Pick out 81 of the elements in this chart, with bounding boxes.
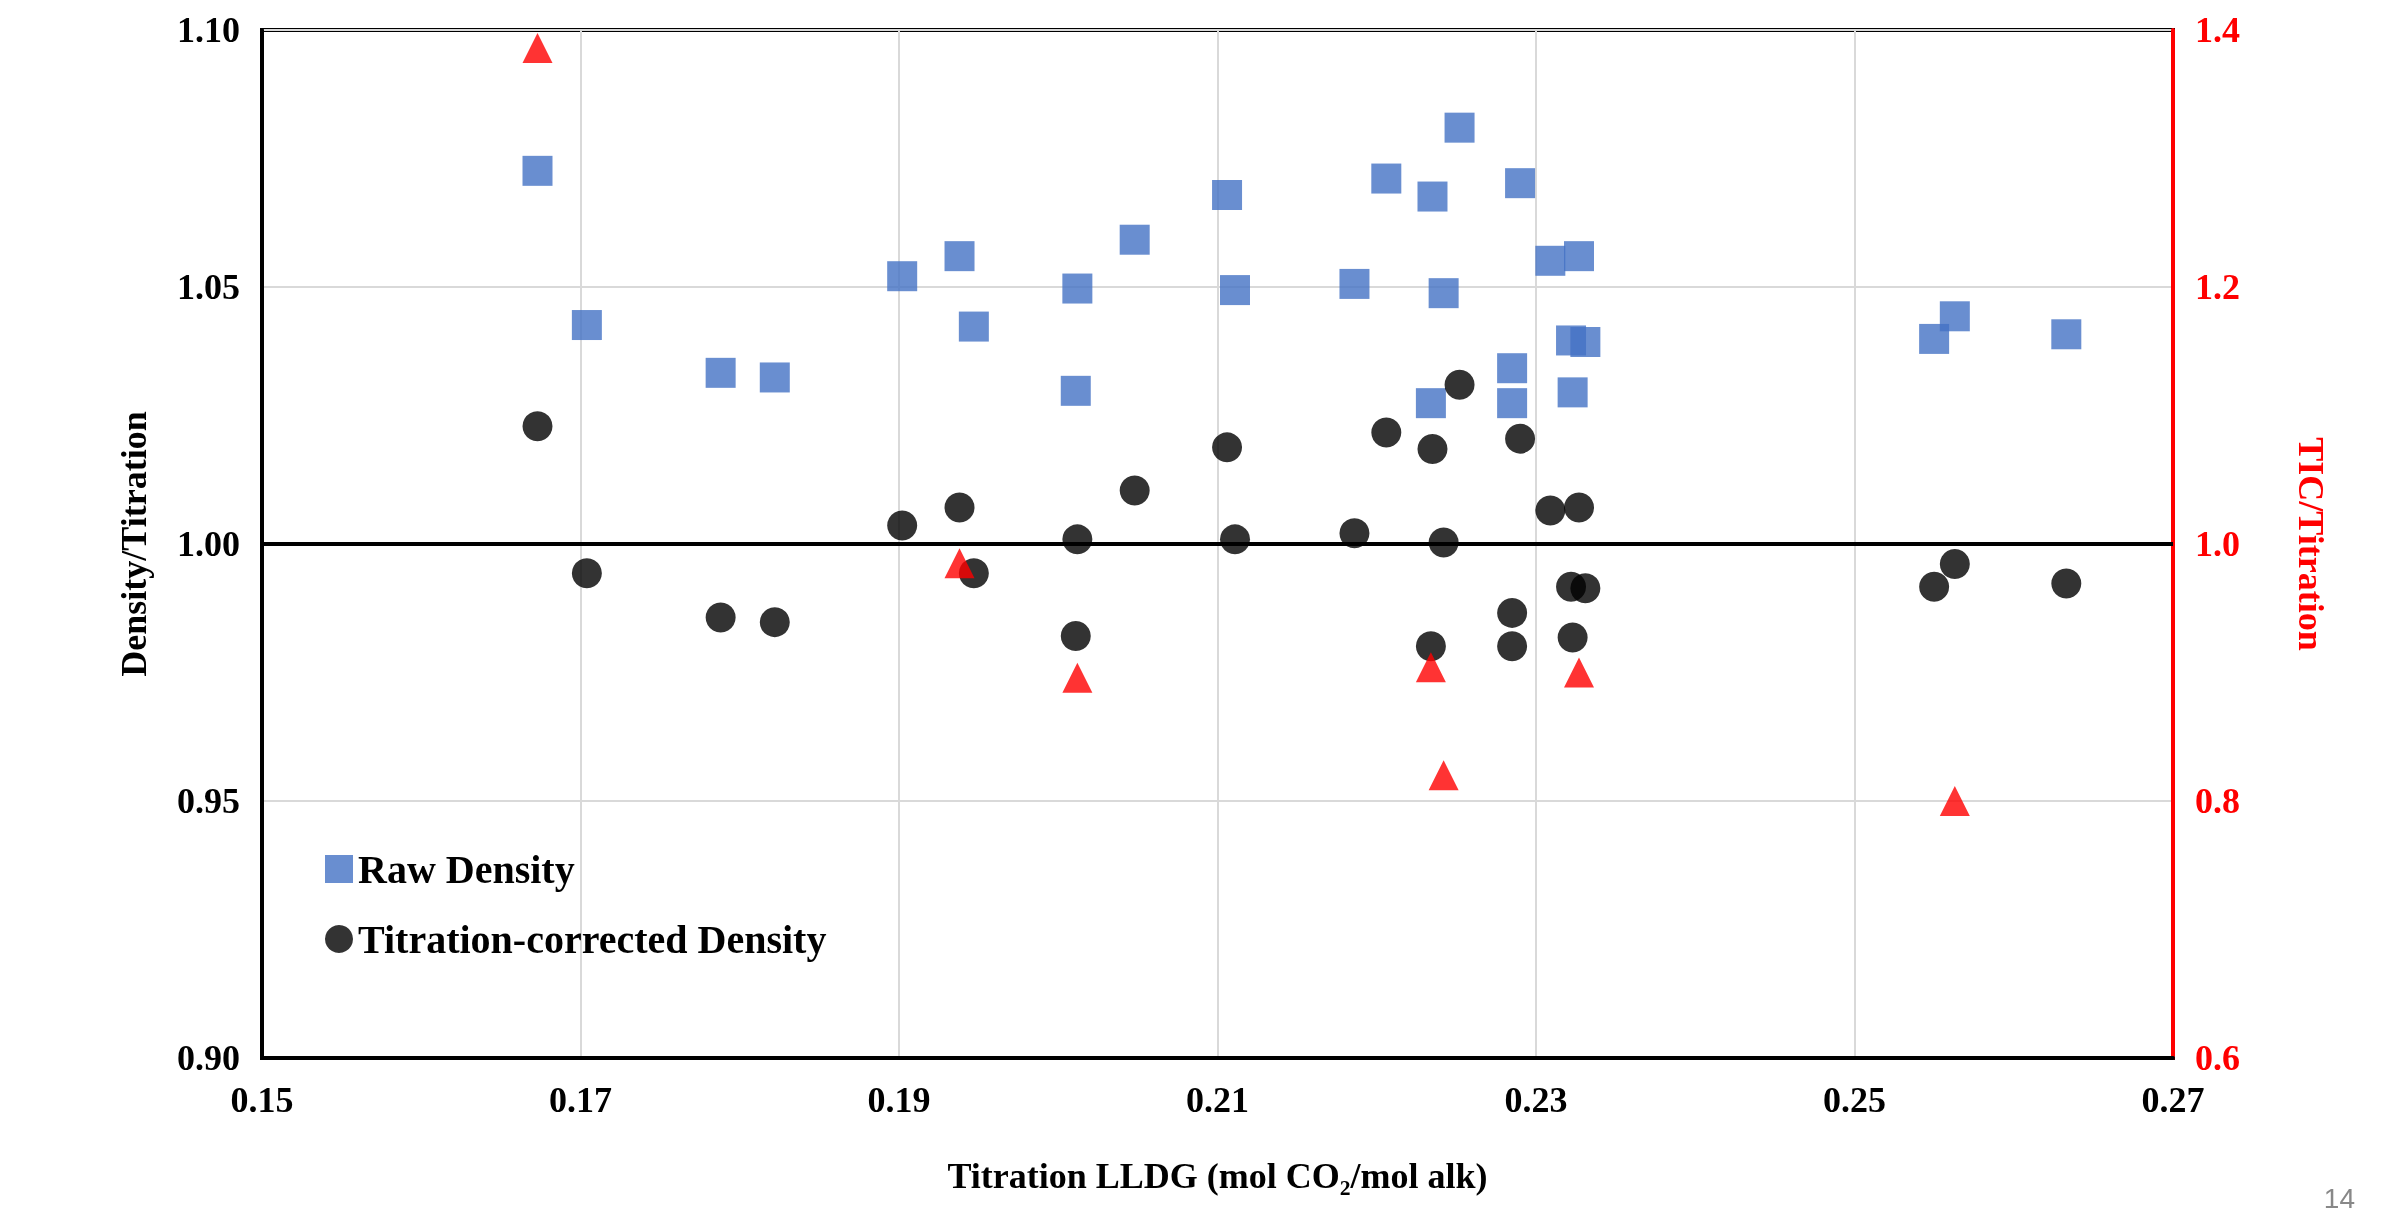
legend-label: Titration-corrected Density: [358, 916, 827, 962]
point: [1497, 631, 1528, 662]
x-tick-label: 0.27: [2141, 1080, 2205, 1120]
x-tick-label: 0.17: [549, 1080, 612, 1120]
point: [1415, 652, 1446, 683]
point: [759, 362, 790, 393]
point: [1564, 241, 1594, 272]
point: [1371, 163, 1402, 194]
point: [1557, 622, 1588, 653]
point: [1557, 377, 1588, 408]
point: [944, 548, 975, 579]
point: [1444, 112, 1475, 143]
y2-tick-label: 1.4: [2195, 10, 2240, 50]
point: [522, 411, 553, 442]
point: [2051, 319, 2082, 350]
y-tick-label: 0.95: [177, 781, 240, 821]
y-tick-label: 1.10: [177, 10, 240, 50]
point: [1415, 631, 1446, 662]
y2-tick-label: 1.2: [2195, 267, 2240, 307]
point: [1339, 268, 1370, 299]
x-tick-label: 0.19: [867, 1080, 931, 1120]
point: [1417, 181, 1448, 212]
point: [1919, 323, 1950, 354]
point: [522, 155, 553, 186]
point: [1939, 786, 1970, 816]
point: [1212, 432, 1243, 463]
x-tick-label: 0.25: [1823, 1080, 1886, 1120]
point: [944, 241, 975, 272]
point: [1060, 621, 1091, 651]
point: [571, 558, 602, 589]
point: [1417, 433, 1448, 464]
point: [1535, 495, 1566, 526]
y-tick-label: 0.90: [177, 1038, 240, 1078]
text: 14: [2323, 1182, 2356, 1214]
x-tick-label: 0.21: [1186, 1080, 1249, 1120]
point: [1939, 549, 1970, 580]
point: [1415, 388, 1446, 419]
point: [1062, 662, 1093, 693]
point: [705, 357, 736, 388]
point: [1062, 273, 1093, 304]
point: [705, 602, 736, 633]
y2-tick-label: 0.6: [2195, 1038, 2240, 1078]
point: [571, 310, 602, 341]
y2-tick-label: 1.0: [2195, 524, 2240, 564]
x-axis-title: Titration LLDG (mol CO₂/mol alk): [947, 1156, 1488, 1196]
point: [1535, 245, 1566, 276]
y2-tick-label: 0.8: [2195, 781, 2240, 821]
point: [887, 510, 918, 541]
point: [1497, 353, 1528, 384]
y2-axis-title: TIC/Titration: [2291, 437, 2331, 651]
point: [887, 261, 918, 292]
point: [958, 311, 989, 342]
point: [1212, 179, 1243, 210]
point: [759, 607, 790, 638]
point: [2051, 568, 2082, 599]
y-tick-label: 1.05: [177, 267, 240, 307]
point: [1505, 423, 1536, 454]
point: [1119, 224, 1150, 255]
point: [1497, 597, 1528, 628]
y-tick-label: 1.00: [177, 524, 240, 564]
point: [1060, 375, 1091, 406]
point: [522, 32, 553, 63]
point: [1220, 275, 1251, 306]
point: [1564, 492, 1594, 523]
point: [1939, 301, 1970, 332]
legend-label: Raw Density: [358, 846, 575, 892]
point: [1564, 657, 1594, 688]
point: [944, 492, 975, 523]
point: [1371, 417, 1402, 448]
point: [1919, 571, 1950, 602]
point: [1570, 573, 1601, 604]
x-tick-label: 0.23: [1504, 1080, 1568, 1120]
x-tick-label: 0.15: [230, 1080, 294, 1120]
point: [1444, 369, 1475, 400]
point: [1428, 760, 1459, 791]
point: [1505, 168, 1536, 199]
point: [1119, 475, 1150, 506]
point: [1428, 278, 1459, 309]
point: [1570, 327, 1601, 357]
y-axis-title: Density/Titration: [114, 411, 154, 677]
point: [1497, 388, 1528, 419]
